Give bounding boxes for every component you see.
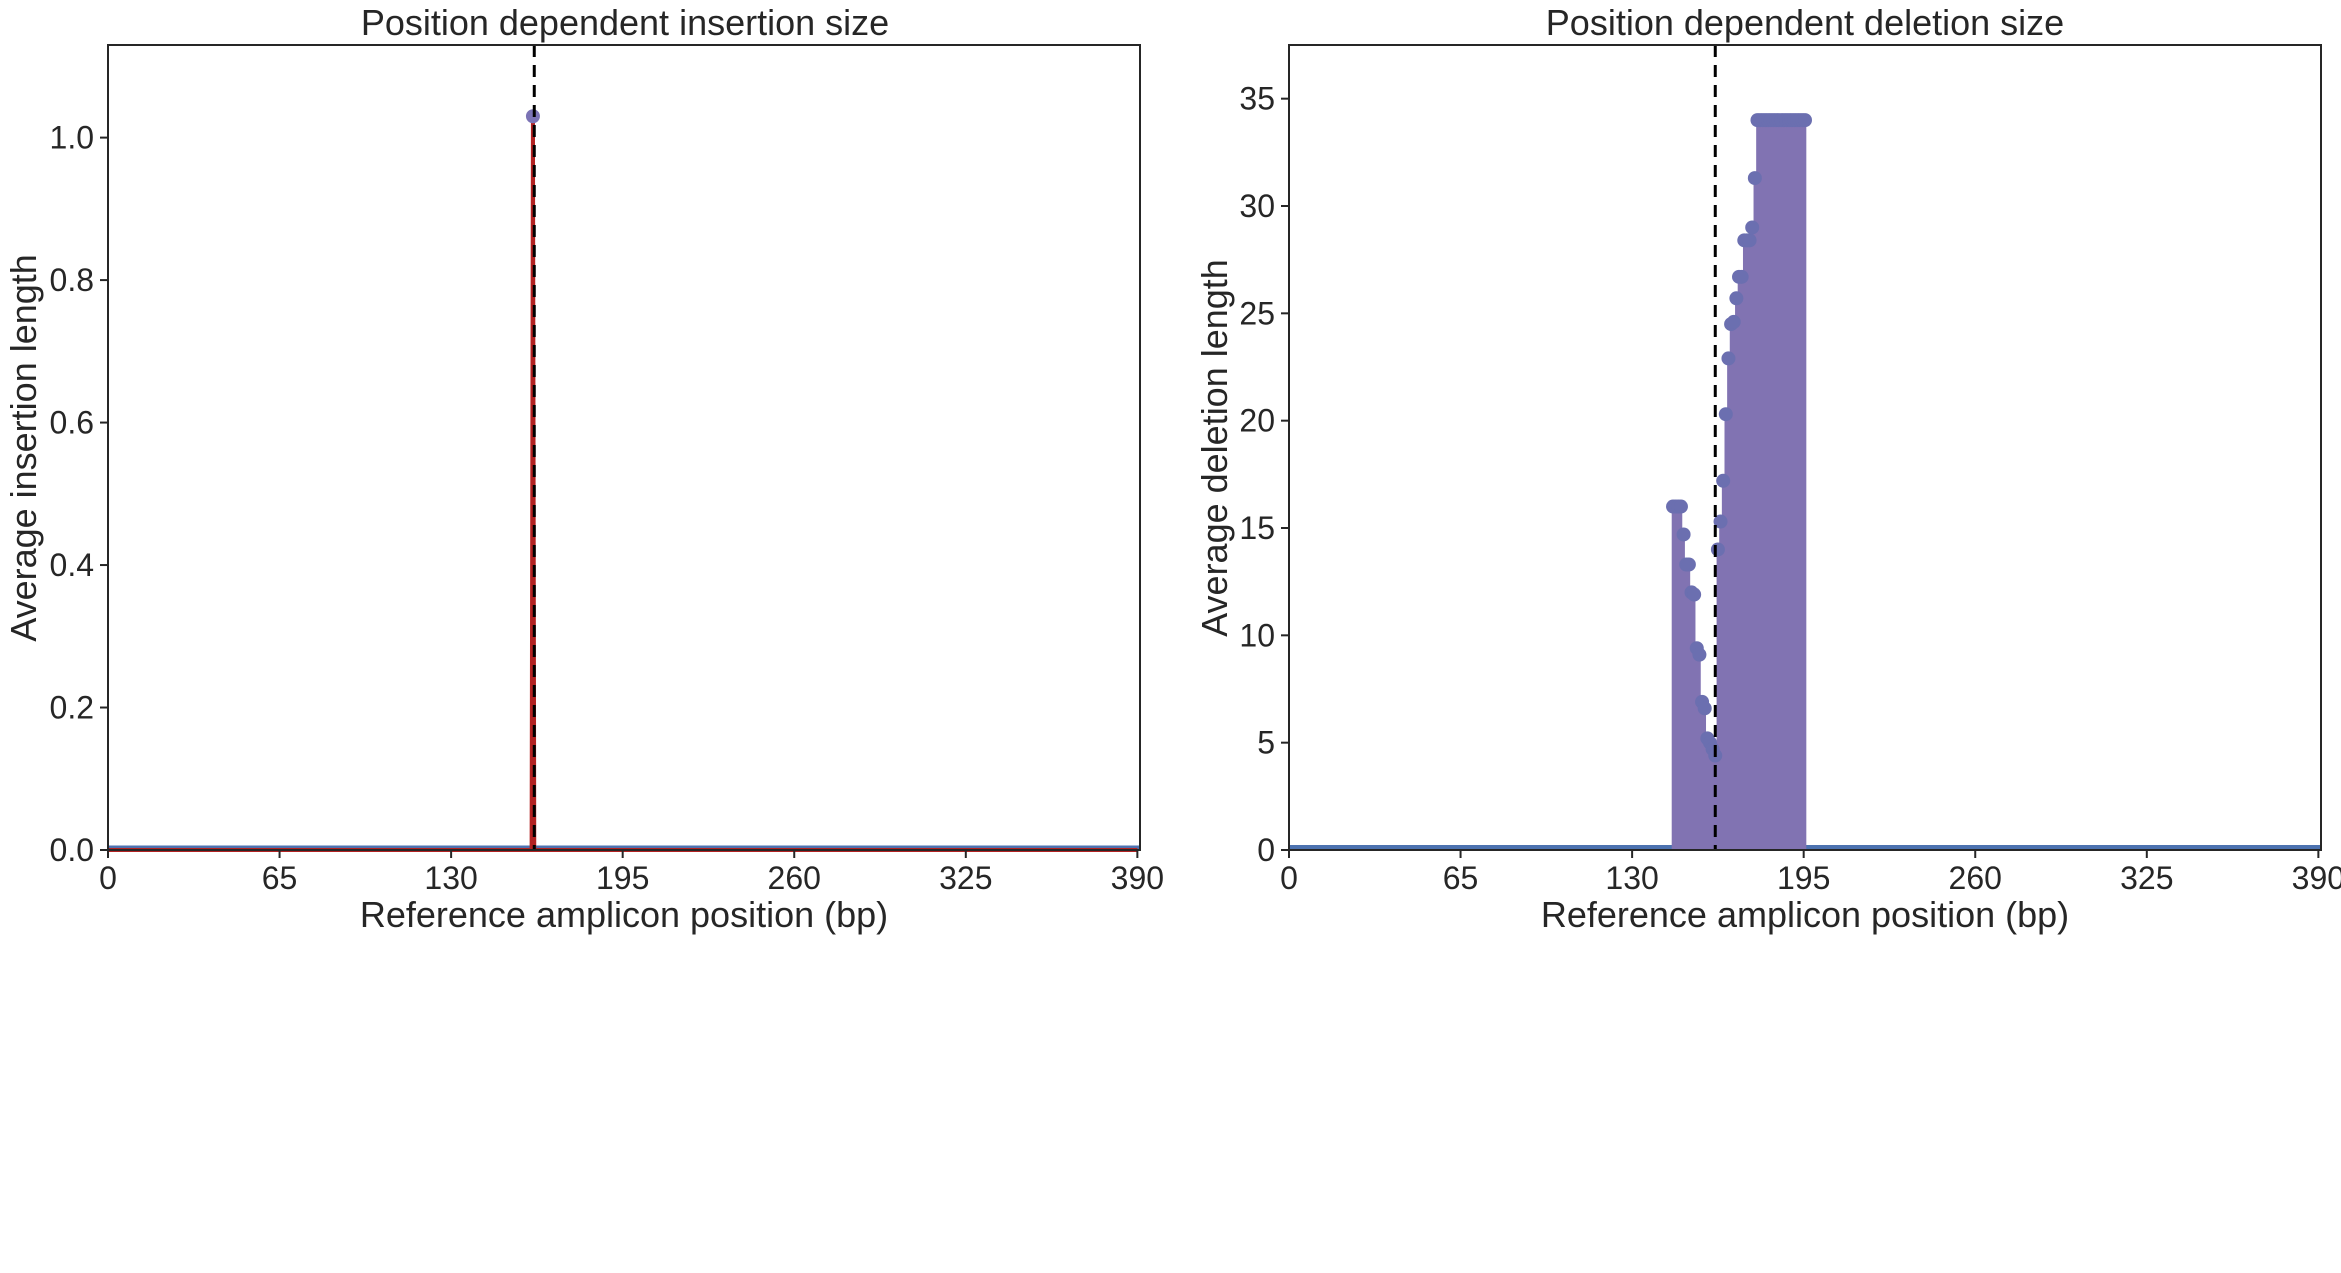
x-tick-label: 65 — [1443, 860, 1479, 896]
x-tick-label: 195 — [1777, 860, 1830, 896]
y-tick-label: 5 — [1257, 725, 1275, 761]
y-tick-label: 25 — [1239, 295, 1275, 331]
deletion-axes-frame — [1288, 44, 2322, 851]
deletion-data-point — [1729, 291, 1744, 306]
deletion-data-point — [1681, 557, 1696, 572]
x-tick-label: 325 — [939, 860, 992, 896]
deletion-x-axis-label: Reference amplicon position (bp) — [1541, 894, 2069, 935]
insertion-chart-title: Position dependent insertion size — [361, 2, 889, 43]
deletion-data-point — [1718, 407, 1733, 422]
deletion-data-point — [1697, 701, 1712, 716]
deletion-data-point — [1673, 499, 1688, 514]
deletion-data-point — [1747, 171, 1762, 186]
deletion-y-ticks: 0 5 10 15 20 25 30 35 — [1239, 81, 1289, 868]
insertion-size-panel: Position dependent insertion size 0 65 130… — [3, 2, 1164, 935]
insertion-x-ticks: 0 65 130 195 260 325 390 — [99, 850, 1164, 896]
y-tick-label: 0.8 — [50, 262, 94, 298]
x-tick-label: 260 — [1949, 860, 2002, 896]
deletion-data-point — [1734, 269, 1749, 284]
deletion-y-axis-label: Average deletion length — [1194, 259, 1235, 637]
y-tick-label: 10 — [1239, 617, 1275, 653]
deletion-data-point — [1745, 220, 1760, 235]
deletion-data-point — [1721, 351, 1736, 366]
insertion-x-axis-label: Reference amplicon position (bp) — [360, 894, 888, 935]
x-tick-label: 390 — [1111, 860, 1164, 896]
y-tick-label: 35 — [1239, 81, 1275, 117]
x-tick-label: 130 — [1605, 860, 1658, 896]
x-tick-label: 0 — [1280, 860, 1298, 896]
x-tick-label: 260 — [768, 860, 821, 896]
y-tick-label: 0.6 — [50, 405, 94, 441]
y-tick-label: 0.0 — [50, 832, 94, 868]
insertion-y-axis-label: Average insertion length — [3, 254, 44, 642]
y-tick-label: 0.4 — [50, 547, 94, 583]
deletion-x-ticks: 0 65 130 195 260 325 390 — [1280, 850, 2341, 896]
x-tick-label: 325 — [2120, 860, 2173, 896]
deletion-plot-area — [1289, 45, 2321, 851]
deletion-data-point — [1692, 647, 1707, 662]
x-tick-label: 0 — [99, 860, 117, 896]
deletion-data-point — [1676, 527, 1691, 542]
insertion-y-ticks: 0.0 0.2 0.4 0.6 0.8 1.0 — [50, 120, 108, 868]
deletion-data-point — [1710, 542, 1725, 557]
deletion-chart-title: Position dependent deletion size — [1546, 2, 2064, 43]
insertion-series-line — [108, 116, 1138, 852]
x-tick-label: 195 — [596, 860, 649, 896]
x-tick-label: 65 — [262, 860, 298, 896]
x-tick-label: 130 — [424, 860, 477, 896]
y-tick-label: 0 — [1257, 832, 1275, 868]
y-tick-label: 1.0 — [50, 120, 94, 156]
insertion-plot-area — [108, 45, 1140, 852]
deletion-data-point — [1716, 473, 1731, 488]
insertion-axes-frame — [107, 44, 1141, 851]
y-tick-label: 30 — [1239, 188, 1275, 224]
deletion-data-point — [1742, 233, 1757, 248]
y-tick-label: 15 — [1239, 510, 1275, 546]
deletion-data-point — [1798, 113, 1812, 128]
y-tick-label: 20 — [1239, 403, 1275, 439]
deletion-area — [1671, 120, 1807, 851]
x-tick-label: 390 — [2292, 860, 2341, 896]
deletion-data-point — [1713, 514, 1728, 529]
deletion-size-panel: Position dependent deletion size 0 65 130 1… — [1194, 2, 2341, 935]
deletion-data-point — [1726, 314, 1741, 329]
deletion-data-point — [1687, 587, 1702, 602]
y-tick-label: 0.2 — [50, 690, 94, 726]
